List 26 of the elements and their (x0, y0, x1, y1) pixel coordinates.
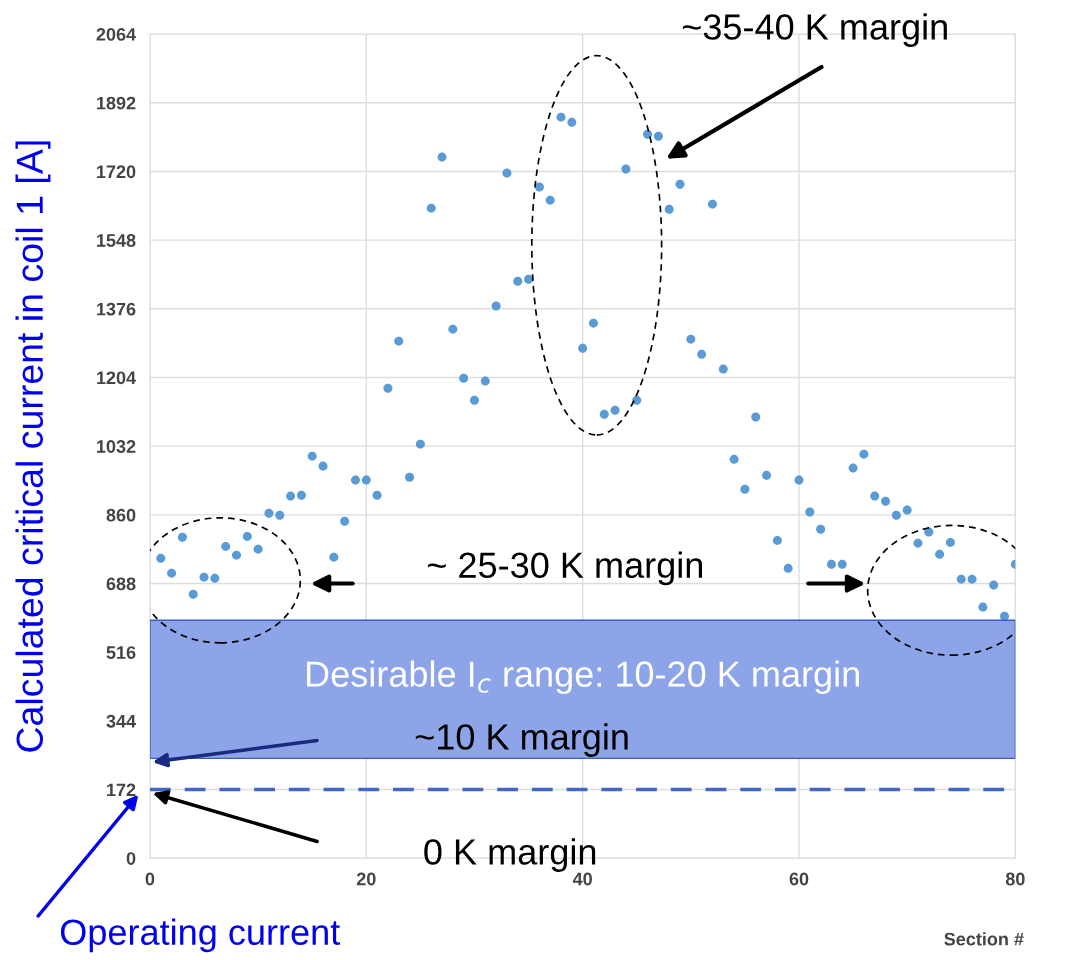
annotation: 0 K margin (424, 838, 596, 872)
y-tick-label: 860 (106, 508, 136, 522)
y-tick-label: 344 (106, 714, 136, 728)
annotation: ~ 25-30 K margin (427, 551, 703, 586)
y-tick-label: 688 (106, 577, 136, 591)
x-tick-label: 60 (789, 872, 809, 886)
x-tick-label: 0 (145, 872, 155, 886)
y-tick-label: 1892 (97, 96, 136, 110)
y-tick-label: 516 (106, 646, 136, 659)
band-label: Desirable I$_{c}$ range: 10-20 K margin (307, 660, 859, 695)
text: Operating current (60, 918, 340, 953)
x-tick-label: 40 (572, 872, 592, 886)
x-tick-label: 20 (356, 872, 376, 886)
y-tick-label: 1720 (97, 165, 136, 179)
annotation: ~35-40 K margin (682, 13, 947, 47)
x-axis-title: Section # (944, 932, 1024, 946)
y-tick-label: 1548 (97, 234, 136, 247)
y-tick-label: 0 (126, 852, 136, 865)
annotation: ~10 K margin (415, 723, 628, 757)
y-tick-label: 1376 (97, 302, 136, 316)
y-axis-title: Calculated critical current in coil 1 [A] (15, 141, 51, 752)
y-tick-label: 2064 (96, 28, 136, 41)
y-tick-label: 1032 (97, 440, 136, 453)
y-tick-label: 172 (107, 783, 136, 797)
x-tick-label: 80 (1005, 872, 1025, 886)
y-tick-label: 1204 (97, 371, 136, 385)
